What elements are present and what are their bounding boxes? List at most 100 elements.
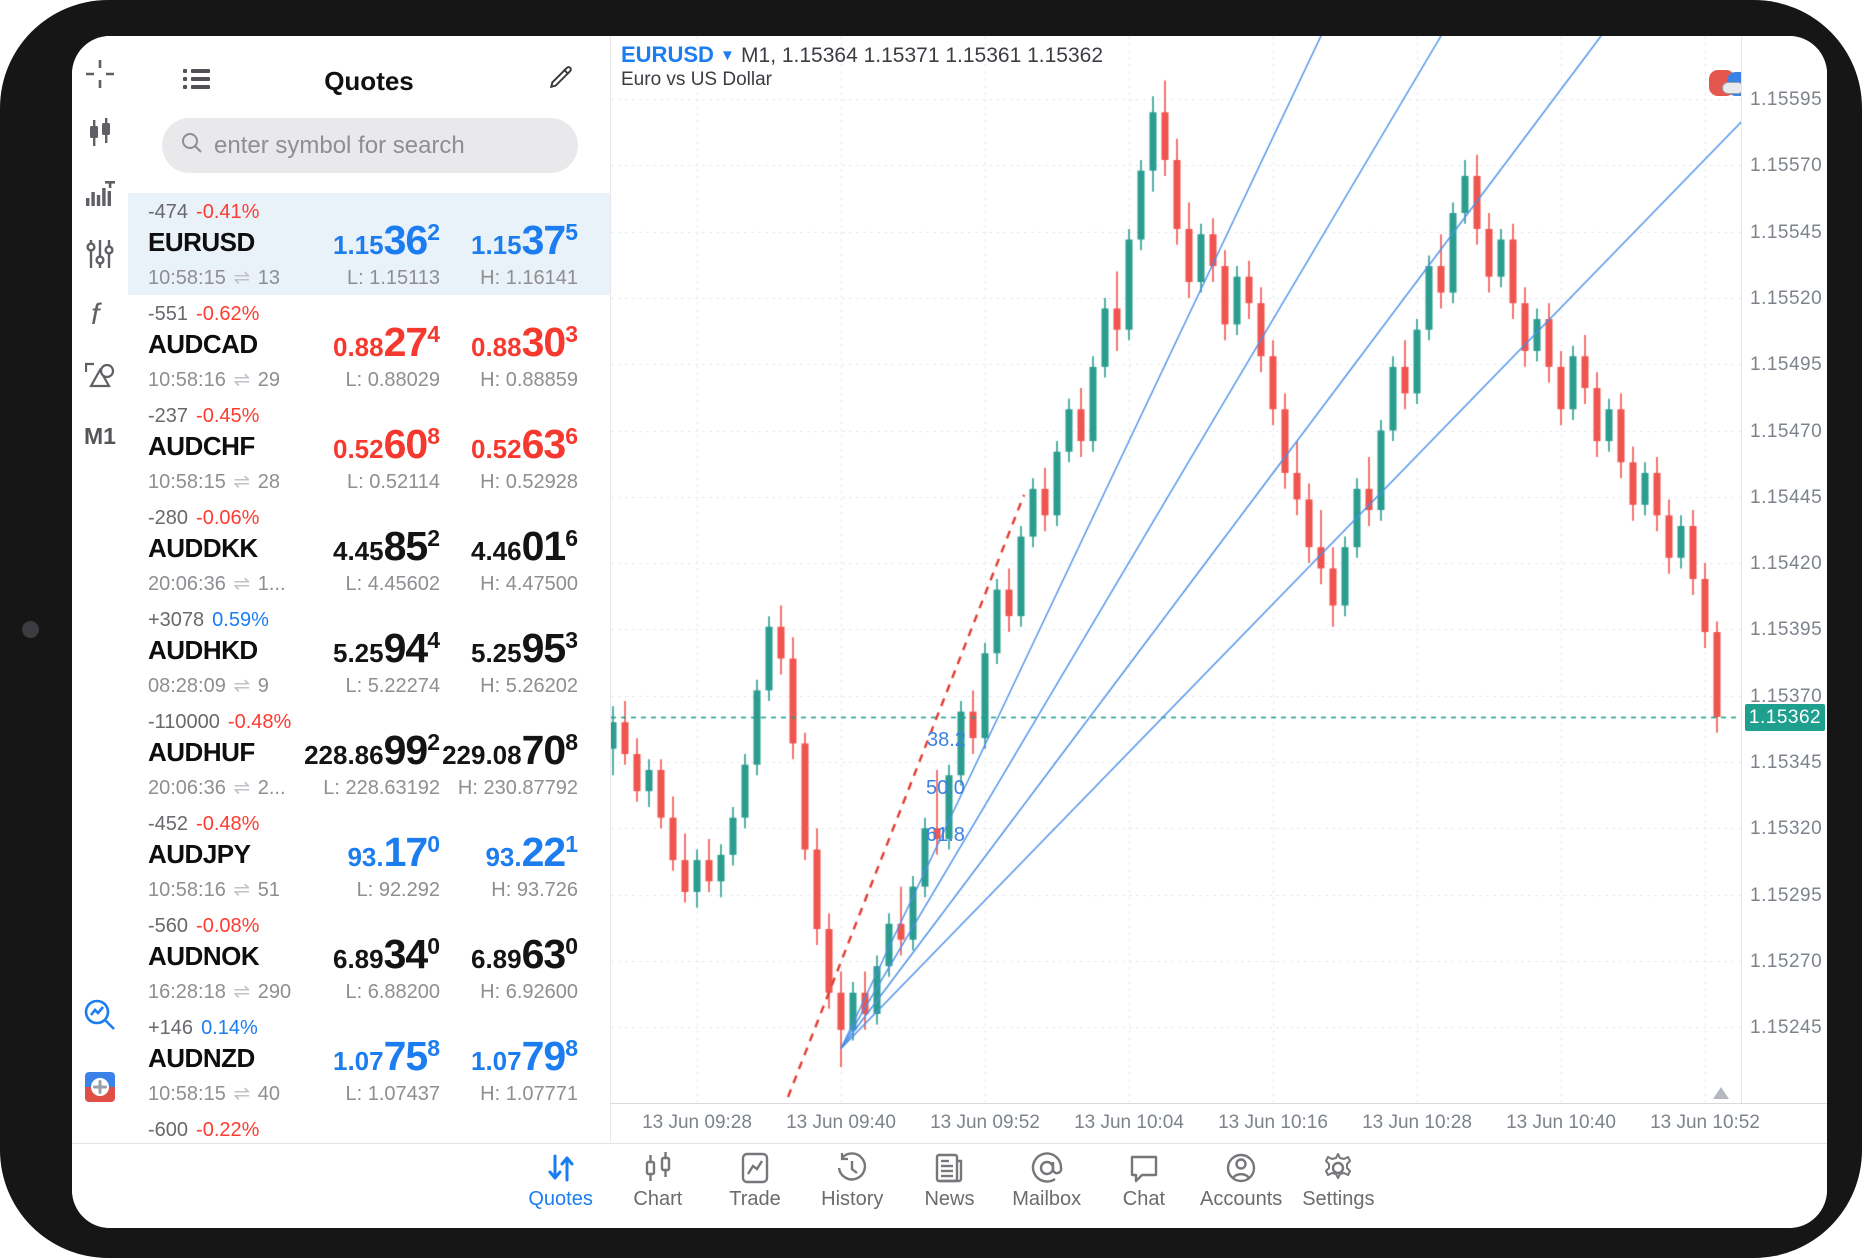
nav-tab-mailbox[interactable]: Mailbox xyxy=(998,1148,1095,1211)
nav-tab-accounts[interactable]: Accounts xyxy=(1193,1148,1290,1211)
quote-bid-price[interactable]: 1.07758 xyxy=(332,1033,440,1079)
indicator-settings-icon[interactable] xyxy=(72,232,128,276)
chart-symbol[interactable]: EURUSD xyxy=(621,42,714,67)
quote-row-AUDCAD[interactable]: -551 -0.62% AUDCAD 10:58:16 ⇌ 29 0.88274 0.88… xyxy=(128,295,610,397)
nav-tab-chat[interactable]: Chat xyxy=(1095,1148,1192,1211)
nav-tab-news[interactable]: News xyxy=(901,1148,998,1211)
nav-tab-chart[interactable]: Chart xyxy=(609,1148,706,1211)
nav-tab-label: Chart xyxy=(633,1188,683,1210)
newspaper-icon xyxy=(933,1148,965,1188)
quote-symbol: AUDNZD xyxy=(148,1043,255,1073)
quote-time-spread: 10:58:16 ⇌ 51 xyxy=(148,879,280,901)
chart-panel[interactable]: EURUSD ▼ M1, 1.15364 1.15371 1.15361 1.1… xyxy=(610,36,1827,1142)
price-axis-label: 1.15270 xyxy=(1750,950,1823,972)
quote-day-low: L: 228.63192 xyxy=(323,777,440,799)
price-axis-label: 1.15395 xyxy=(1750,619,1823,641)
quote-row-AUDNOK[interactable]: -560 -0.08% AUDNOK 16:28:18 ⇌ 290 6.89340 6.8… xyxy=(128,907,610,1009)
candlestick-style-icon[interactable] xyxy=(72,111,128,155)
quote-time-spread: 16:28:18 ⇌ 290 xyxy=(148,981,292,1003)
quote-bid-price[interactable]: 0.52608 xyxy=(332,421,440,467)
nav-tab-quotes[interactable]: Quotes xyxy=(512,1148,609,1211)
scroll-to-end-marker[interactable] xyxy=(1713,1087,1729,1099)
quote-change: -452 -0.48% xyxy=(148,813,260,835)
quote-ask-price[interactable]: 6.89630 xyxy=(470,931,578,977)
quote-bid-price[interactable]: 5.25944 xyxy=(332,625,440,671)
quote-ask-price[interactable]: 93.221 xyxy=(485,829,578,875)
quote-row-partial[interactable]: -600 -0.22% xyxy=(128,1111,610,1142)
nav-tab-label: Quotes xyxy=(528,1188,593,1210)
crosshair-icon[interactable] xyxy=(72,52,128,96)
nav-tab-settings[interactable]: Settings xyxy=(1290,1148,1387,1211)
quote-row-AUDHKD[interactable]: +3078 0.59% AUDHKD 08:28:09 ⇌ 9 5.25944 5.259… xyxy=(128,601,610,703)
volumes-icon[interactable] xyxy=(72,172,128,216)
quote-day-high: H: 1.16141 xyxy=(480,267,578,289)
quote-bid-price[interactable]: 6.89340 xyxy=(332,931,440,977)
quote-bid-price[interactable]: 93.170 xyxy=(347,829,440,875)
functions-icon[interactable]: f xyxy=(72,292,128,336)
price-axis-label: 1.15545 xyxy=(1750,221,1823,243)
quote-ask-price[interactable]: 229.08708 xyxy=(442,727,578,773)
quote-bid-price[interactable]: 228.86992 xyxy=(304,727,440,773)
quote-ask-price[interactable]: 0.52636 xyxy=(470,421,578,467)
price-axis-label: 1.15370 xyxy=(1750,685,1823,707)
nav-tab-trade[interactable]: Trade xyxy=(706,1148,803,1211)
quote-day-low: L: 1.07437 xyxy=(345,1083,440,1105)
quote-change: +146 0.14% xyxy=(148,1017,258,1039)
quote-row-EURUSD[interactable]: -474 -0.41% EURUSD 10:58:15 ⇌ 13 1.15362 1.15… xyxy=(128,193,610,295)
quote-day-high: H: 0.52928 xyxy=(480,471,578,493)
quote-row-AUDJPY[interactable]: -452 -0.48% AUDJPY 10:58:16 ⇌ 51 93.170 93.22… xyxy=(128,805,610,907)
quote-ask-price[interactable]: 1.15375 xyxy=(470,217,578,263)
price-axis-label: 1.15520 xyxy=(1750,287,1823,309)
quote-change: -600 -0.22% xyxy=(148,1119,260,1141)
current-price-tag: 1.15362 xyxy=(1745,704,1825,731)
history-clock-icon xyxy=(836,1148,868,1188)
app-screen: f M1 Quotes enter symbol for search -474-… xyxy=(72,36,1827,1228)
quote-day-low: L: 4.45602 xyxy=(345,573,440,595)
spread-icon: ⇌ xyxy=(227,777,256,799)
quote-row-AUDCHF[interactable]: -237 -0.45% AUDCHF 10:58:15 ⇌ 28 0.52608 0.52… xyxy=(128,397,610,499)
nav-tab-label: Accounts xyxy=(1200,1188,1283,1210)
objects-icon[interactable] xyxy=(72,354,128,398)
price-axis-label: 1.15420 xyxy=(1750,553,1823,575)
quote-ask-price[interactable]: 0.88303 xyxy=(470,319,578,365)
time-axis-label: 13 Jun 10:40 xyxy=(1506,1112,1616,1133)
time-axis[interactable]: 13 Jun 09:28 13 Jun 09:40 13 Jun 09:52 13 J… xyxy=(611,1103,1827,1142)
add-widget-icon[interactable] xyxy=(72,1065,128,1109)
timeframe-icon[interactable]: M1 xyxy=(84,422,116,449)
quote-day-high: H: 0.88859 xyxy=(480,369,578,391)
quote-symbol: EURUSD xyxy=(148,227,255,257)
nav-tab-label: News xyxy=(924,1188,975,1210)
svg-text:f: f xyxy=(91,298,102,330)
quote-day-high: H: 1.07771 xyxy=(480,1083,578,1105)
quote-day-low: L: 0.52114 xyxy=(346,471,440,493)
nav-tab-history[interactable]: History xyxy=(804,1148,901,1211)
chevron-down-icon: ▼ xyxy=(720,47,735,64)
quote-row-AUDHUF[interactable]: -110000 -0.48% AUDHUF 20:06:36 ⇌ 2... 228.86… xyxy=(128,703,610,805)
fib-fan-level-label: 61.8 xyxy=(926,824,965,846)
quote-bid-price[interactable]: 1.15362 xyxy=(332,217,440,263)
fib-fan-level-label: 50.0 xyxy=(926,777,965,799)
market-analytics-icon[interactable] xyxy=(72,993,128,1037)
symbol-search-field[interactable]: enter symbol for search xyxy=(162,118,578,173)
quote-bid-price[interactable]: 0.88274 xyxy=(332,319,440,365)
quote-bid-price[interactable]: 4.45852 xyxy=(332,523,440,569)
edit-pencil-icon[interactable] xyxy=(548,64,574,95)
symbol-list-icon[interactable] xyxy=(183,67,210,96)
fib-fan-level-label: 38.2 xyxy=(927,729,966,751)
quote-ask-price[interactable]: 4.46016 xyxy=(470,523,578,569)
nav-tab-label: Trade xyxy=(729,1188,781,1210)
quote-ask-price[interactable]: 1.07798 xyxy=(470,1033,578,1079)
price-axis-label: 1.15295 xyxy=(1750,884,1823,906)
quote-symbol: AUDDKK xyxy=(148,533,258,563)
quote-row-AUDDKK[interactable]: -280 -0.06% AUDDKK 20:06:36 ⇌ 1... 4.45852 4.… xyxy=(128,499,610,601)
price-axis[interactable]: 1.15362 1.15595 1.15570 1.15545 1.15520 1.15… xyxy=(1741,36,1827,1103)
chart-header[interactable]: EURUSD ▼ M1, 1.15364 1.15371 1.15361 1.1… xyxy=(621,42,1103,68)
quote-symbol: AUDCHF xyxy=(148,431,255,461)
quote-ask-price[interactable]: 5.25953 xyxy=(470,625,578,671)
quote-day-high: H: 93.726 xyxy=(491,879,578,901)
candlestick-chart-canvas[interactable] xyxy=(611,36,1741,1103)
quotes-arrows-icon xyxy=(545,1148,577,1188)
quote-row-AUDNZD[interactable]: +146 0.14% AUDNZD 10:58:15 ⇌ 40 1.07758 1.077… xyxy=(128,1009,610,1111)
